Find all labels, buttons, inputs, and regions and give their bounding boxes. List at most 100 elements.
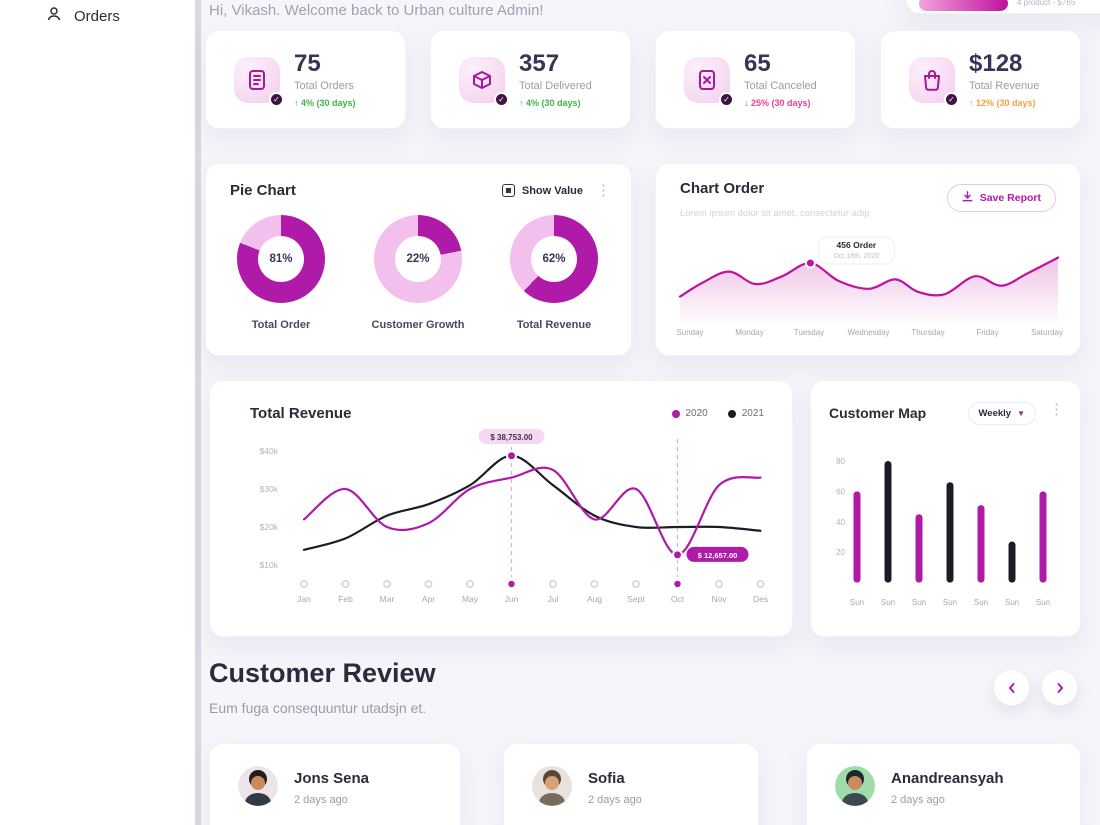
svg-text:$30k: $30k: [260, 484, 279, 494]
chevron-left-icon: [1008, 682, 1014, 693]
donut-total-revenue: 62%: [510, 215, 598, 303]
svg-text:Aug: Aug: [587, 594, 602, 604]
svg-text:Mar: Mar: [380, 594, 395, 604]
trend-arrow-icon: ↑: [969, 97, 974, 108]
svg-text:Oct 18th, 2020: Oct 18th, 2020: [833, 253, 879, 260]
customer-review-title: Customer Review: [209, 658, 436, 688]
legend-item-2020[interactable]: 2020: [671, 408, 708, 419]
svg-text:$ 38,753.00: $ 38,753.00: [490, 433, 533, 442]
kebab-menu-icon[interactable]: ⋮: [1049, 401, 1064, 418]
review-card[interactable]: Jons Sena 2 days ago: [209, 743, 461, 825]
sidebar-item-orders[interactable]: Orders: [0, 0, 195, 27]
svg-text:Wednesday: Wednesday: [847, 328, 889, 337]
avatar: [238, 766, 278, 806]
svg-text:456 Order: 456 Order: [837, 240, 877, 250]
svg-text:Sun: Sun: [974, 598, 988, 607]
trend-arrow-icon: ↑: [294, 97, 299, 108]
stat-value: 65: [744, 49, 771, 77]
stat-label: Total Delivered: [519, 79, 592, 92]
svg-text:40: 40: [836, 518, 845, 527]
svg-text:Jun: Jun: [505, 594, 519, 604]
svg-text:Sun: Sun: [1036, 598, 1050, 607]
svg-text:Sunday: Sunday: [676, 328, 703, 337]
sidebar-scrollbar[interactable]: [195, 0, 201, 825]
check-badge-icon: ✓: [494, 91, 509, 107]
customer-map-title: Customer Map: [829, 405, 927, 421]
legend-item-2021[interactable]: 2021: [727, 408, 764, 419]
stat-trend: ↑ 12% (30 days): [969, 97, 1036, 108]
shopping-bag-icon: ✓: [909, 56, 959, 107]
topbar-mini-card: 4 product - $765: [906, 0, 1100, 14]
stat-value: $128: [969, 49, 1023, 77]
chart-order-card: Chart Order Lorem ipsum dolor sit amet, …: [655, 163, 1081, 356]
svg-text:80: 80: [836, 457, 845, 466]
review-card[interactable]: Sofia 2 days ago: [503, 743, 759, 825]
download-icon: [962, 191, 973, 205]
review-card[interactable]: Anandreansyah 2 days ago: [806, 743, 1081, 825]
customer-map-card: Customer Map Weekly ▼ ⋮ 80 60 40 20 Sun Sun Su…: [810, 380, 1081, 637]
svg-text:Friday: Friday: [976, 328, 998, 337]
avatar: [532, 766, 572, 806]
stat-value: 357: [519, 49, 560, 77]
svg-text:Sun: Sun: [850, 598, 864, 607]
stat-card-total-revenue: ✓ $128 Total Revenue ↑ 12% (30 days): [880, 30, 1081, 129]
stat-trend: ↑ 4% (30 days): [519, 97, 581, 108]
stat-label: Total Revenue: [969, 79, 1040, 92]
stat-value: 75: [294, 49, 321, 77]
svg-text:Sun: Sun: [1005, 598, 1019, 607]
customer-map-bar-chart: 80 60 40 20 Sun Sun Sun Sun Sun Sun Sun: [836, 457, 1050, 607]
donut-percentage: 22%: [395, 236, 441, 282]
donut-customer-growth: 22%: [374, 215, 462, 303]
svg-text:Oct: Oct: [671, 594, 685, 604]
svg-text:Sun: Sun: [912, 598, 926, 607]
svg-text:Sun: Sun: [881, 598, 895, 607]
sidebar: Orders: [0, 0, 195, 825]
svg-text:Sun: Sun: [943, 598, 957, 607]
stat-label: Total Orders: [294, 79, 354, 92]
chart-order-title: Chart Order: [680, 180, 765, 197]
donut-total-order: 81%: [237, 215, 325, 303]
save-report-button[interactable]: Save Report: [946, 184, 1056, 212]
svg-text:Tuesday: Tuesday: [794, 328, 824, 337]
total-revenue-card: Total Revenue 2020 2021 $40k $30k $20k $10k…: [209, 380, 793, 637]
kebab-menu-icon[interactable]: ⋮: [596, 182, 611, 199]
mini-card-pill: [919, 0, 1008, 11]
orders-icon: ✓: [234, 56, 284, 107]
review-time: 2 days ago: [588, 794, 642, 806]
sidebar-item-label: Orders: [74, 8, 120, 25]
svg-text:Feb: Feb: [338, 594, 353, 604]
reviewer-name: Jons Sena: [294, 770, 370, 787]
avatar: [835, 766, 875, 806]
svg-text:Des: Des: [753, 594, 768, 604]
donut-percentage: 62%: [531, 236, 577, 282]
svg-text:Monday: Monday: [735, 328, 763, 337]
weekly-dropdown[interactable]: Weekly ▼: [967, 402, 1036, 425]
revenue-card-title: Total Revenue: [250, 405, 352, 422]
review-next-button[interactable]: [1041, 669, 1078, 706]
svg-text:$10k: $10k: [260, 560, 279, 570]
legend-dot-2020: [671, 409, 680, 418]
review-time: 2 days ago: [891, 794, 945, 806]
show-value-toggle[interactable]: Show Value: [501, 184, 583, 197]
svg-text:Apr: Apr: [422, 594, 435, 604]
stat-card-total-canceled: ✓ 65 Total Canceled ↓ 25% (30 days): [655, 30, 856, 129]
svg-text:Saturday: Saturday: [1031, 328, 1063, 337]
svg-text:May: May: [462, 594, 479, 604]
svg-text:60: 60: [836, 487, 845, 496]
donut-label: Total Revenue: [516, 319, 592, 331]
trend-arrow-icon: ↑: [519, 97, 524, 108]
chart-order-subtitle: Lorem ipsum dolor sit amet, consectetur …: [680, 208, 870, 219]
svg-text:Jan: Jan: [297, 594, 311, 604]
reviewer-name: Anandreansyah: [891, 770, 1004, 787]
revenue-line-chart: $40k $30k $20k $10k Jan Feb Mar Apr May Jun Jul Aug…: [260, 429, 768, 604]
order-line-chart: Sunday Monday Tuesday Wednesday Thursday Frid…: [676, 236, 1063, 337]
legend-dot-2021: [727, 409, 736, 418]
pie-chart-card: Pie Chart Show Value ⋮ 81% 22% 62% Total…: [205, 163, 632, 356]
check-badge-icon: ✓: [269, 91, 284, 107]
review-prev-button[interactable]: [993, 669, 1030, 706]
chevron-right-icon: [1057, 682, 1063, 693]
user-icon: [46, 6, 62, 27]
check-badge-icon: ✓: [719, 91, 734, 107]
reviewer-name: Sofia: [588, 770, 625, 787]
